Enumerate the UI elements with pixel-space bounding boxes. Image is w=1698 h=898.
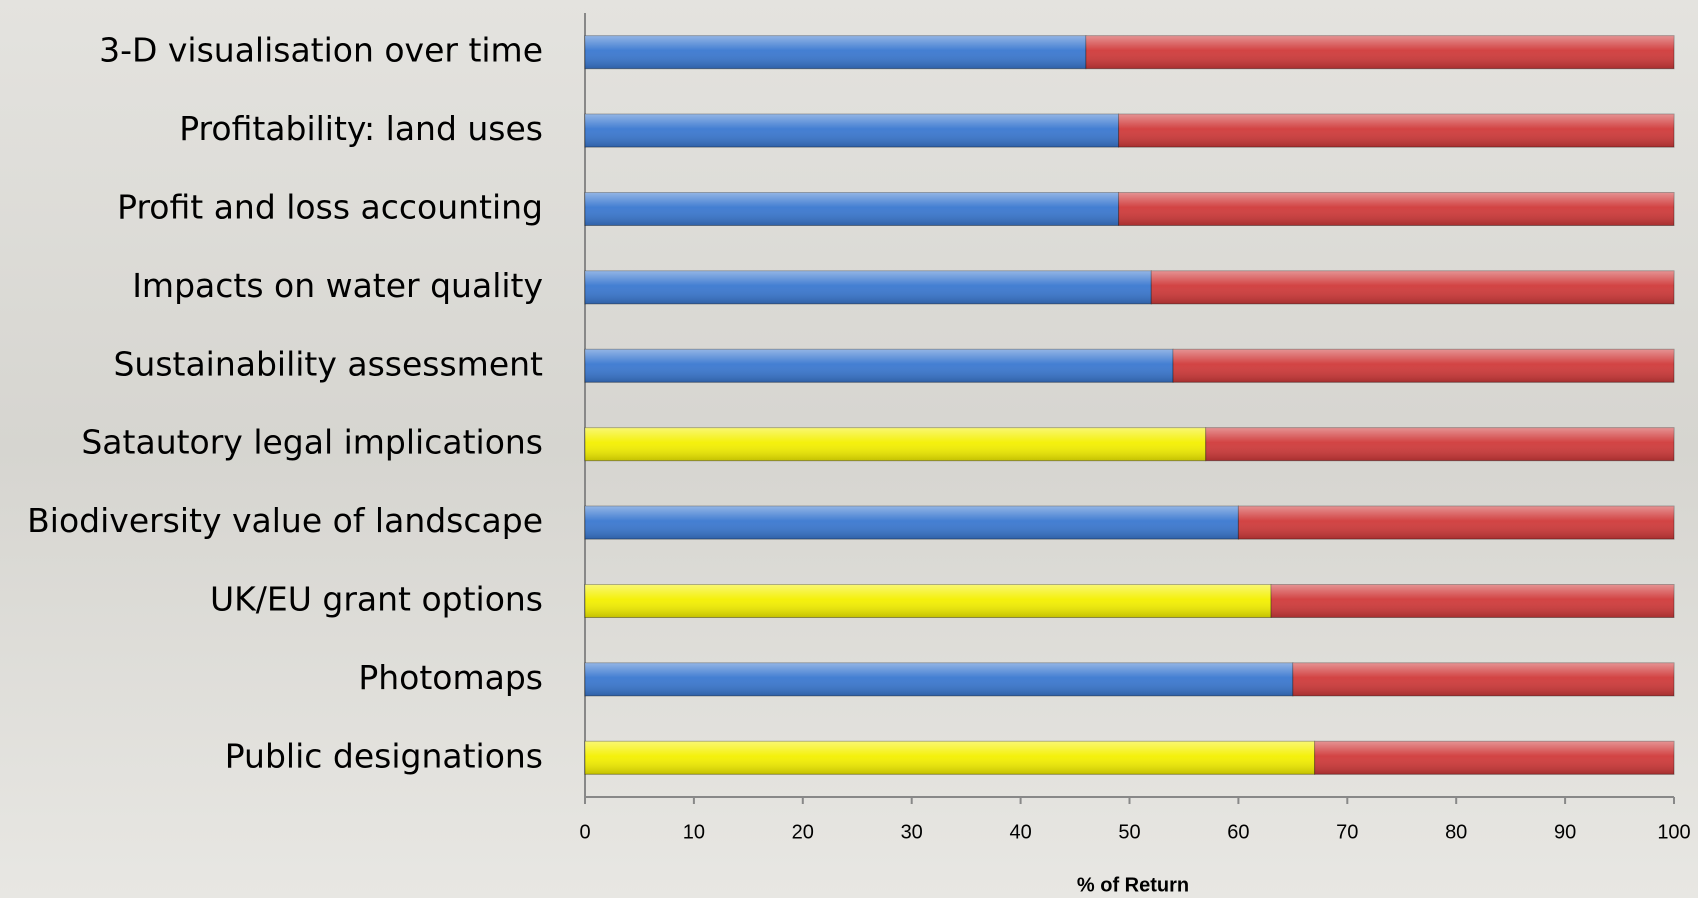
bar-segment <box>1118 192 1675 226</box>
bar-segment <box>584 35 1087 70</box>
bar-segment <box>584 740 1316 775</box>
y-tick-label: Public designations <box>225 736 543 775</box>
x-tick-label: 10 <box>683 821 705 843</box>
x-axis-title: % of Return <box>1077 874 1189 896</box>
bar-segment <box>584 427 1207 462</box>
x-tick-label: 100 <box>1657 821 1690 843</box>
x-tick-label: 80 <box>1445 821 1467 843</box>
bar-segment <box>1118 113 1675 148</box>
y-tick-label: Biodiversity value of landscape <box>27 501 543 540</box>
x-tick-label: 50 <box>1118 821 1140 843</box>
y-tick-label: Photomaps <box>358 658 543 697</box>
bar-segment <box>1237 505 1675 540</box>
y-tick-label: 3-D visualisation over time <box>99 31 543 70</box>
bar-segment <box>584 348 1174 383</box>
bar-segment <box>584 113 1120 148</box>
y-tick-label: Sustainability assessment <box>113 344 543 383</box>
x-tick-label: 0 <box>579 821 590 843</box>
bar-segment <box>584 662 1294 697</box>
bar-segment <box>1085 35 1675 70</box>
bar-segment <box>1270 584 1675 618</box>
x-tick-label: 30 <box>901 821 923 843</box>
bar-segment <box>584 505 1239 540</box>
x-tick-label: 70 <box>1336 821 1358 843</box>
x-tick-label: 90 <box>1554 821 1576 843</box>
bar-segment <box>1292 662 1675 697</box>
y-tick-label: Impacts on water quality <box>132 266 543 305</box>
bar-segment <box>584 584 1272 618</box>
bar-segment <box>1314 740 1675 775</box>
bar-segment <box>1172 348 1675 383</box>
bar-segment <box>1150 270 1675 305</box>
x-tick-label: 60 <box>1227 821 1249 843</box>
bar-segment <box>584 270 1152 305</box>
x-tick-label: 40 <box>1009 821 1031 843</box>
bar-segment <box>584 192 1120 226</box>
y-tick-label: Profitability: land uses <box>179 109 543 148</box>
y-tick-label: UK/EU grant options <box>210 580 543 619</box>
y-tick-label: Satautory legal implications <box>81 423 543 462</box>
x-tick-label: 20 <box>792 821 814 843</box>
y-tick-label: Profit and loss accounting <box>117 188 543 227</box>
bar-segment <box>1205 427 1675 462</box>
